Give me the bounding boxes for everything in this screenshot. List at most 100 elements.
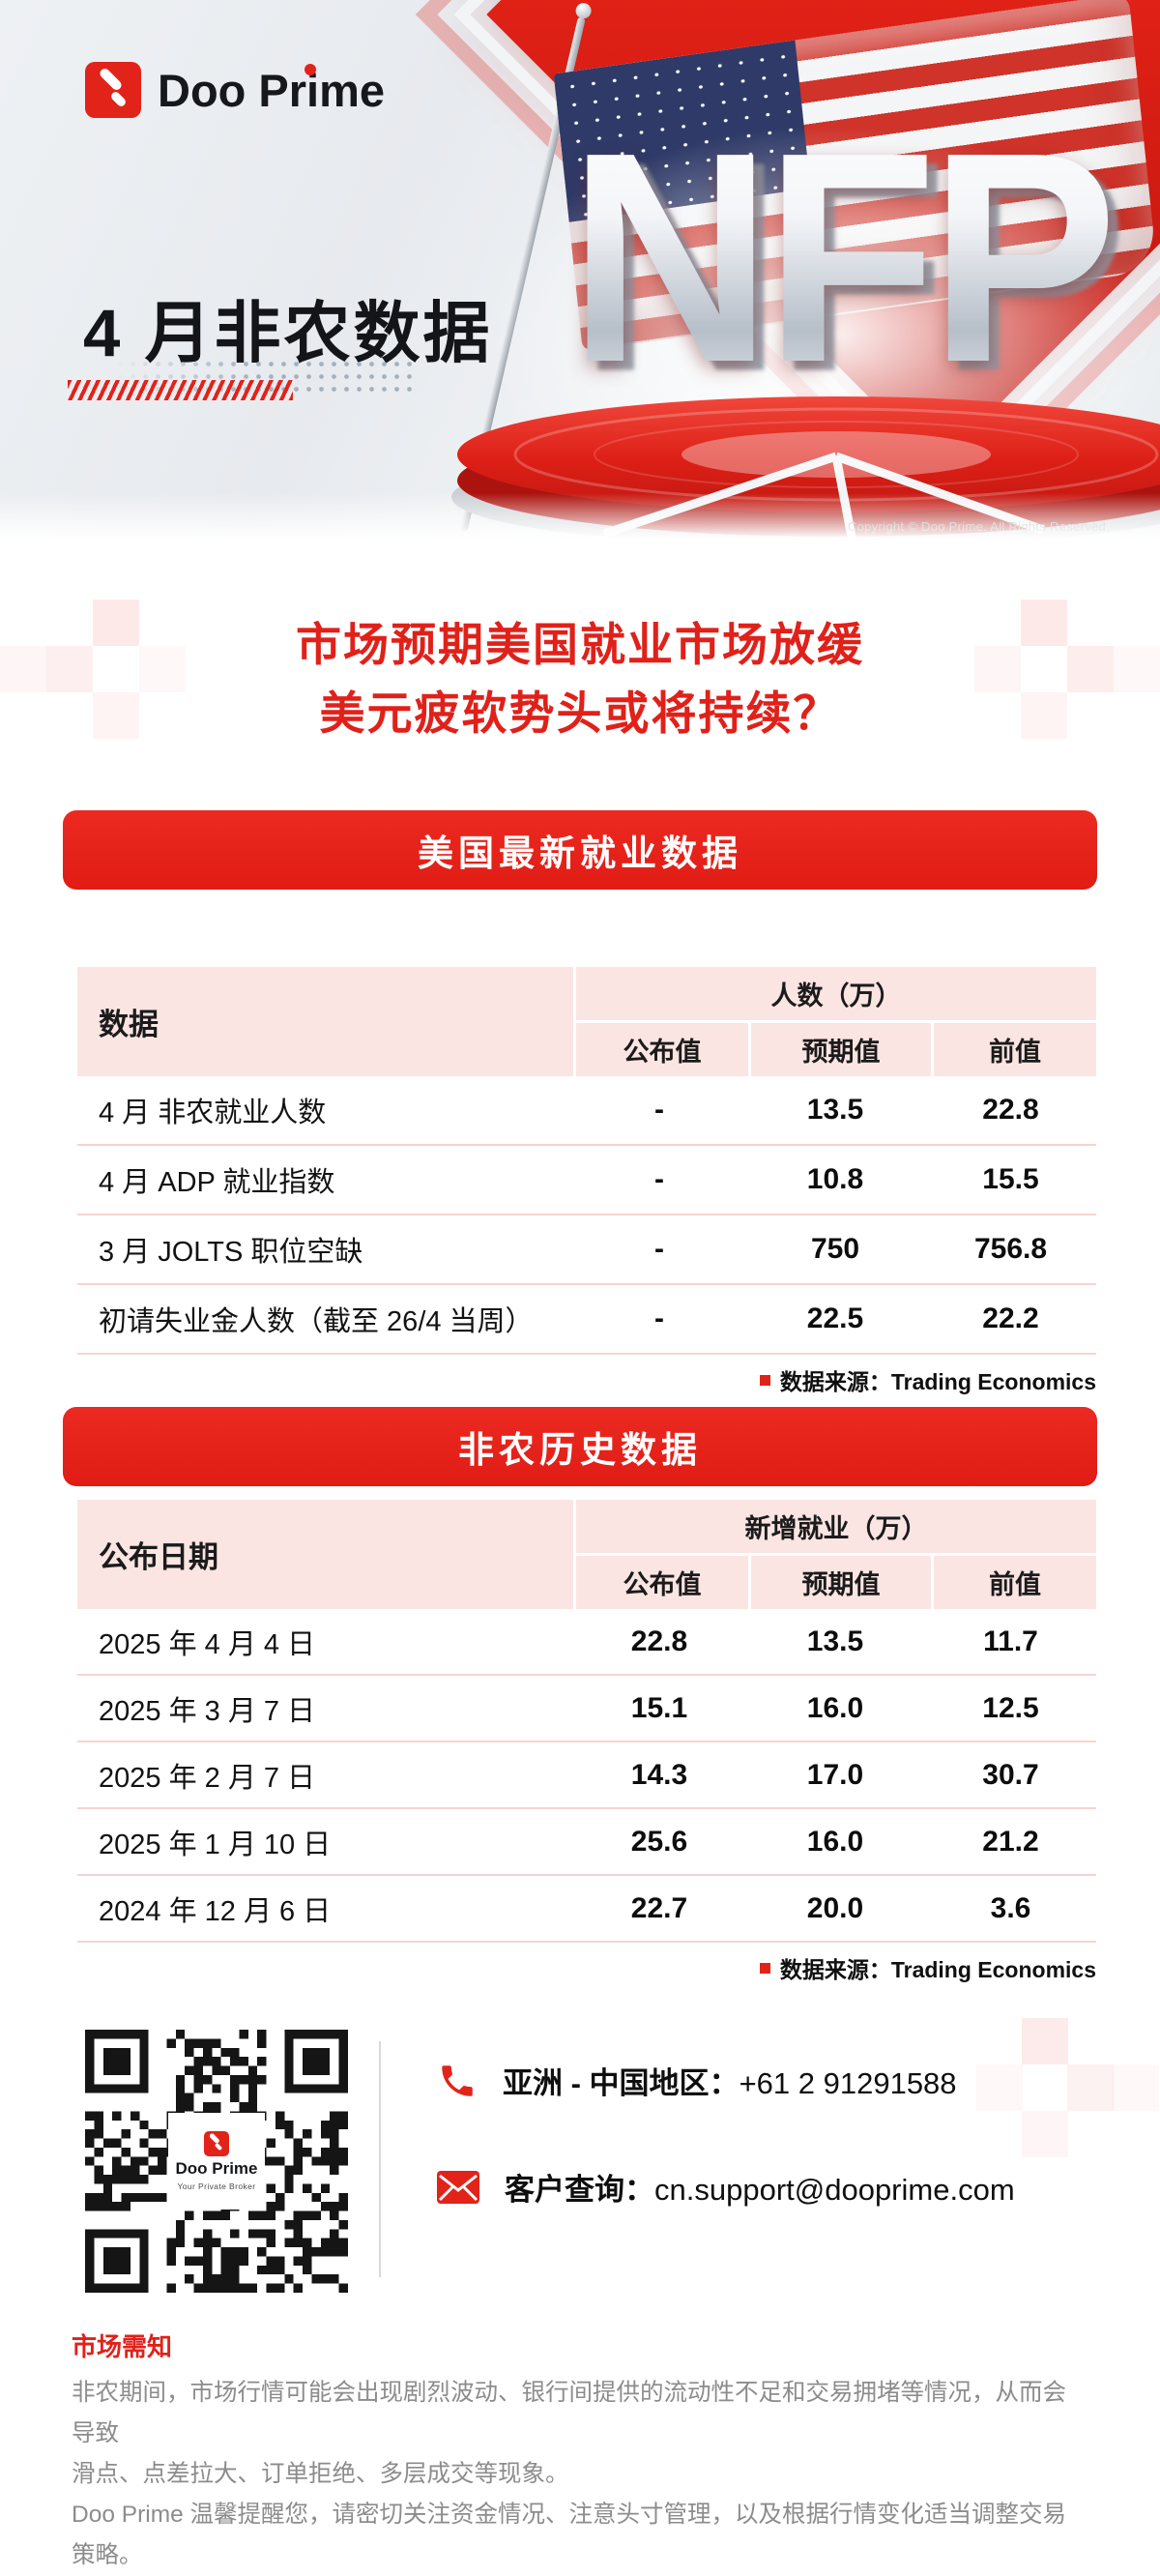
source-bullet-icon [759, 1374, 770, 1386]
nfp-3d-title: NFP NFP [568, 107, 1128, 416]
table-row: 2025 年 3 月 7 日 15.1 16.0 12.5 [77, 1676, 1096, 1742]
row-expected: 750 [810, 1233, 860, 1265]
row-published: 14.3 [630, 1758, 688, 1791]
row-expected: 16.0 [806, 1825, 864, 1858]
row-previous: 22.2 [982, 1303, 1039, 1334]
row-label: 2024 年 12 月 6 日 [99, 1895, 332, 1927]
row-label: 3 月 JOLTS 职位空缺 [99, 1237, 363, 1268]
row-published: 22.7 [630, 1891, 688, 1924]
row-published: - [654, 1094, 664, 1126]
row-label: 2025 年 3 月 7 日 [99, 1695, 316, 1727]
phone-label: 亚洲 - 中国地区： [503, 2066, 740, 2100]
email-text: 客户查询：cn.support@dooprime.com [505, 2165, 1015, 2209]
row-expected: 13.5 [806, 1094, 864, 1126]
checker-decoration-left [0, 600, 186, 739]
doo-prime-logo-icon [204, 2131, 229, 2156]
row-previous: 15.5 [982, 1163, 1039, 1195]
latest-data-table: 数据 人数（万） 公布值 预期值 前值 4 月 非农就业人数 - 13.5 22… [77, 967, 1096, 1355]
row-label: 4 月 ADP 就业指数 [99, 1167, 335, 1198]
header-expected: 预期值 [751, 1023, 931, 1076]
section-banner-history: 非农历史数据 [63, 1407, 1097, 1486]
email-label: 客户查询： [505, 2173, 654, 2207]
copyright-text: Copyright © Doo Prime. All Rights Reserv… [847, 519, 1110, 534]
table-header: 公布日期 新增就业（万） 公布值 预期值 前值 [77, 1500, 1096, 1609]
table-row: 初请失业金人数（截至 26/4 当周） - 22.5 22.2 [77, 1285, 1096, 1355]
headline-line-1: 市场预期美国就业市场放缓 [296, 619, 864, 670]
header-expected: 预期值 [751, 1556, 931, 1609]
source-text: 数据来源：Trading Economics [779, 1369, 1096, 1394]
table-row: 4 月 ADP 就业指数 - 10.8 15.5 [77, 1146, 1096, 1215]
table-row: 2025 年 1 月 10 日 25.6 16.0 21.2 [77, 1809, 1096, 1876]
phone-text: 亚洲 - 中国地区：+61 2 91291588 [503, 2059, 957, 2102]
table-row: 2024 年 12 月 6 日 22.7 20.0 3.6 [77, 1876, 1096, 1943]
table-row: 2025 年 2 月 7 日 14.3 17.0 30.7 [77, 1742, 1096, 1809]
source-bullet-icon [759, 1962, 770, 1974]
row-label: 2025 年 2 月 7 日 [99, 1762, 316, 1794]
row-published: - [654, 1303, 664, 1334]
header-previous: 前值 [934, 1556, 1096, 1609]
header-group: 人数（万） [576, 967, 1096, 1020]
data-source-note: 数据来源：Trading Economics [0, 1954, 1096, 1982]
header-previous: 前值 [934, 1023, 1096, 1076]
row-label: 2025 年 1 月 10 日 [99, 1829, 332, 1860]
row-previous: 22.8 [982, 1094, 1039, 1126]
row-previous: 756.8 [973, 1233, 1048, 1265]
row-expected: 13.5 [806, 1625, 864, 1657]
row-expected: 10.8 [806, 1163, 864, 1195]
table-row: 3 月 JOLTS 职位空缺 - 750 756.8 [77, 1215, 1096, 1285]
history-data-table: 公布日期 新增就业（万） 公布值 预期值 前值 2025 年 4 月 4 日 2… [77, 1500, 1096, 1943]
doo-prime-logo-icon [85, 62, 141, 118]
row-previous: 3.6 [990, 1891, 1031, 1924]
phone-icon [442, 2064, 473, 2096]
red-podium-decoration [451, 396, 1160, 542]
qr-code: Doo Prime Your Private Broker [85, 2030, 348, 2293]
section-banner-latest: 美国最新就业数据 [63, 810, 1097, 890]
hero-banner: NFP NFP Doo Prime 4 月非农数据 Copyright © Do… [0, 0, 1160, 542]
row-published: - [654, 1163, 664, 1195]
envelope-icon [437, 2170, 479, 2204]
hatch-stripe-decoration [68, 380, 293, 400]
header-published: 公布值 [576, 1556, 748, 1609]
row-label: 2025 年 4 月 4 日 [99, 1628, 316, 1660]
table-header: 数据 人数（万） 公布值 预期值 前值 [77, 967, 1096, 1076]
notice-line-3: Doo Prime 温馨提醒您，请密切关注资金情况、注意头寸管理，以及根据行情变… [72, 2502, 1067, 2568]
row-published: 22.8 [630, 1625, 688, 1657]
notice-line-1: 非农期间，市场行情可能会出现剧烈波动、银行间提供的流动性不足和交易拥堵等情况，从… [72, 2380, 1066, 2446]
table-row: 4 月 非农就业人数 - 13.5 22.8 [77, 1076, 1096, 1146]
row-expected: 22.5 [806, 1303, 864, 1334]
brand-name: Doo Prime [175, 2159, 258, 2178]
doo-prime-logo-text: Doo Prime [158, 63, 386, 117]
row-previous: 30.7 [982, 1758, 1039, 1791]
phone-number: +61 2 91291588 [739, 2066, 957, 2100]
row-previous: 12.5 [982, 1691, 1039, 1724]
row-expected: 16.0 [806, 1691, 864, 1724]
row-label: 初请失业金人数（截至 26/4 当周） [99, 1306, 534, 1337]
brand-name: Doo Prime [158, 64, 386, 116]
nfp-shadow-text: NFP [579, 117, 1128, 417]
data-source-note: 数据来源：Trading Economics [0, 1366, 1096, 1394]
row-published: 25.6 [630, 1825, 688, 1858]
market-notice-section: 市场需知 非农期间，市场行情可能会出现剧烈波动、银行间提供的流动性不足和交易拥堵… [72, 2327, 1088, 2576]
table-row: 2025 年 4 月 4 日 22.8 13.5 11.7 [77, 1609, 1096, 1676]
checker-decoration-right [974, 600, 1160, 739]
row-expected: 17.0 [806, 1758, 864, 1791]
notice-title: 市场需知 [72, 2332, 173, 2361]
nfp-front-text: NFP [568, 90, 1117, 424]
qr-center-logo: Doo Prime Your Private Broker [168, 2113, 265, 2210]
contact-section: Doo Prime Your Private Broker 亚洲 - 中国地区：… [0, 2018, 1160, 2312]
notice-line-2: 滑点、点差拉大、订单拒绝、多层成交等现象。 [72, 2461, 569, 2487]
headline-section: 市场预期美国就业市场放缓 美元疲软势头或将持续？ [0, 542, 1160, 810]
phone-contact-row: 亚洲 - 中国地区：+61 2 91291588 [437, 2059, 957, 2102]
headline-line-2: 美元疲软势头或将持续？ [319, 687, 841, 739]
brand-tagline: Your Private Broker [177, 2181, 256, 2191]
logo-i-dot-decoration [304, 63, 316, 75]
row-published: - [654, 1233, 664, 1265]
email-address: cn.support@dooprime.com [654, 2173, 1015, 2207]
header-corner: 数据 [77, 967, 573, 1076]
row-previous: 21.2 [982, 1825, 1039, 1858]
row-previous: 11.7 [983, 1625, 1038, 1657]
doo-prime-logo: Doo Prime [85, 62, 385, 118]
source-text: 数据来源：Trading Economics [779, 1957, 1096, 1982]
row-label: 4 月 非农就业人数 [99, 1098, 327, 1128]
header-group: 新增就业（万） [576, 1500, 1096, 1553]
